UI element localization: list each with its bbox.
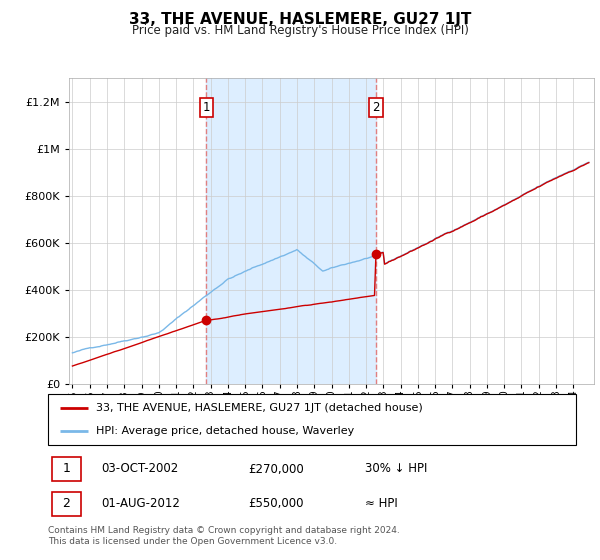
Text: Contains HM Land Registry data © Crown copyright and database right 2024.
This d: Contains HM Land Registry data © Crown c… — [48, 526, 400, 546]
FancyBboxPatch shape — [52, 456, 81, 482]
Text: Price paid vs. HM Land Registry's House Price Index (HPI): Price paid vs. HM Land Registry's House … — [131, 24, 469, 37]
Text: £270,000: £270,000 — [248, 463, 304, 475]
Text: 33, THE AVENUE, HASLEMERE, GU27 1JT (detached house): 33, THE AVENUE, HASLEMERE, GU27 1JT (det… — [95, 403, 422, 413]
FancyBboxPatch shape — [52, 492, 81, 516]
Text: 2: 2 — [373, 101, 380, 114]
Text: 1: 1 — [203, 101, 210, 114]
Text: 03-OCT-2002: 03-OCT-2002 — [101, 463, 178, 475]
Text: 2: 2 — [62, 497, 70, 511]
Text: 33, THE AVENUE, HASLEMERE, GU27 1JT: 33, THE AVENUE, HASLEMERE, GU27 1JT — [129, 12, 471, 27]
FancyBboxPatch shape — [48, 394, 576, 445]
Text: 30% ↓ HPI: 30% ↓ HPI — [365, 463, 427, 475]
Text: HPI: Average price, detached house, Waverley: HPI: Average price, detached house, Wave… — [95, 426, 354, 436]
Text: 01-AUG-2012: 01-AUG-2012 — [101, 497, 179, 511]
Text: ≈ HPI: ≈ HPI — [365, 497, 398, 511]
Bar — [206, 78, 376, 384]
Text: £550,000: £550,000 — [248, 497, 304, 511]
Text: 1: 1 — [62, 463, 70, 475]
